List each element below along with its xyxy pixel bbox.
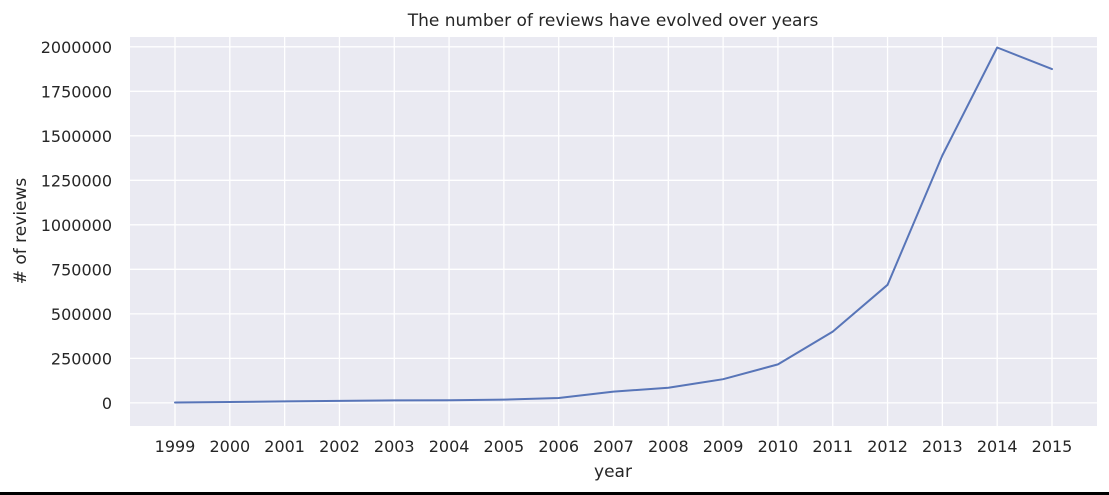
x-tick-labels: 1999 2000 2001 2002 2003 2004 2005 2006 2007 2008… (155, 437, 1073, 456)
x-tick-label: 2008 (648, 437, 689, 456)
y-tick-label: 500000 (51, 305, 112, 324)
x-tick-label: 2005 (484, 437, 525, 456)
x-tick-label: 2015 (1032, 437, 1073, 456)
y-tick-label: 750000 (51, 260, 112, 279)
x-tick-label: 2011 (812, 437, 853, 456)
x-tick-label: 2012 (867, 437, 908, 456)
x-tick-label: 2001 (264, 437, 305, 456)
x-tick-label: 2002 (319, 437, 360, 456)
x-tick-label: 1999 (155, 437, 196, 456)
y-tick-label: 1750000 (41, 82, 112, 101)
horizontal-gridlines (130, 46, 1097, 404)
y-tick-label: 1250000 (41, 171, 112, 190)
y-axis-label: # of reviews (11, 178, 31, 285)
x-tick-label: 2013 (922, 437, 963, 456)
series-group (174, 46, 1053, 404)
y-tick-label: 1000000 (41, 216, 112, 235)
y-tick-label: 250000 (51, 349, 112, 368)
y-tick-label: 2000000 (41, 38, 112, 57)
y-tick-labels: 0 250000 500000 750000 1000000 1250000 1500000… (41, 38, 112, 413)
x-tick-label: 2009 (703, 437, 744, 456)
x-tick-label: 2014 (977, 437, 1018, 456)
y-tick-label: 1500000 (41, 127, 112, 146)
bottom-border (0, 492, 1109, 495)
x-tick-label: 2007 (593, 437, 634, 456)
chart-title: The number of reviews have evolved over … (407, 11, 819, 31)
x-tick-label: 2003 (374, 437, 415, 456)
x-axis-label: year (594, 462, 632, 482)
vertical-gridlines (174, 37, 1053, 426)
x-tick-label: 2006 (538, 437, 579, 456)
x-tick-label: 2004 (429, 437, 470, 456)
y-tick-label: 0 (102, 394, 112, 413)
x-tick-label: 2000 (209, 437, 250, 456)
x-tick-label: 2010 (758, 437, 799, 456)
